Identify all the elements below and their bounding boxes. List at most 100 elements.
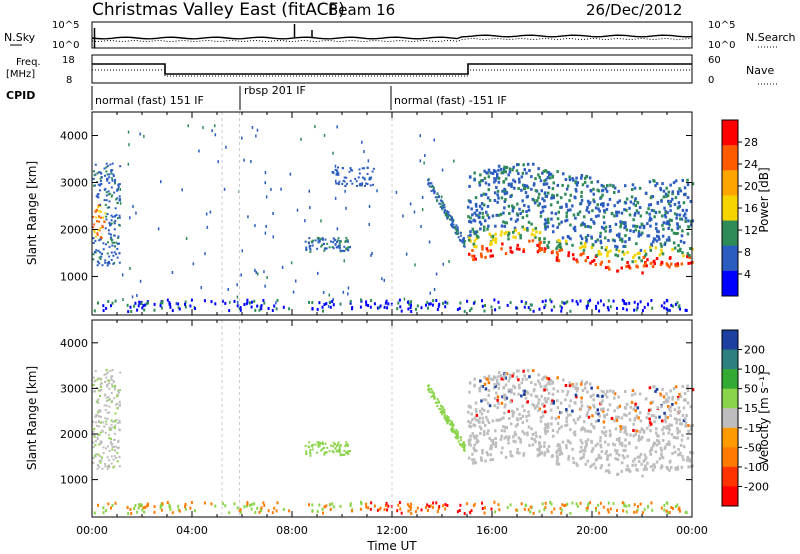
velocity-pixel [583, 420, 586, 424]
power-pixel [370, 176, 373, 179]
velocity-pixel [579, 501, 582, 505]
velocity-pixel [334, 447, 337, 449]
power-pixel [620, 211, 624, 215]
velocity-pixel [399, 507, 402, 511]
power-pixel [435, 299, 438, 302]
power-pixel [345, 206, 347, 210]
velocity-pixel [595, 509, 598, 512]
velocity-pixel [385, 502, 388, 505]
power-pixel [337, 172, 340, 175]
velocity-pixel [672, 445, 676, 449]
power-pixel [97, 196, 100, 199]
velocity-pixel [108, 449, 111, 452]
power-pixel [647, 203, 651, 207]
power-pixel [669, 209, 672, 213]
velocity-pixel [616, 509, 618, 512]
velocity-pixel [505, 396, 508, 400]
velocity-pixel [501, 446, 504, 450]
velocity-pixel [115, 457, 118, 459]
velocity-pixel [527, 413, 531, 417]
velocity-pixel [439, 408, 442, 411]
velocity-pixel [669, 405, 673, 409]
power-pixel [538, 202, 541, 206]
power-pixel [104, 203, 107, 206]
power-pixel [538, 307, 541, 311]
power-pixel [576, 260, 579, 264]
xtick-label: 00:00 [676, 524, 708, 537]
power-pixel [604, 248, 608, 252]
xtick-label: 20:00 [576, 524, 608, 537]
power-pixel [496, 193, 499, 197]
velocity-pixel [662, 432, 665, 436]
velocity-pixel [517, 383, 521, 387]
velocity-pixel [502, 416, 505, 420]
velocity-pixel [143, 510, 146, 514]
power-pixel [468, 220, 471, 223]
power-pixel [526, 227, 529, 230]
velocity-pixel [599, 445, 603, 449]
power-pixel [98, 256, 101, 259]
velocity-pixel [552, 401, 555, 405]
power-pixel [108, 255, 111, 258]
power-pixel [469, 309, 472, 312]
power-pixel [110, 233, 112, 236]
velocity-pixel [451, 425, 454, 428]
velocity-pixel [516, 423, 519, 426]
power-pixel [551, 175, 554, 179]
velocity-pixel [655, 431, 658, 435]
velocity-pixel [635, 429, 639, 433]
power-pixel [587, 202, 591, 206]
velocity-pixel [428, 504, 431, 508]
power-pixel [650, 242, 653, 246]
power-pixel [263, 301, 266, 305]
velocity-pixel [621, 443, 624, 447]
power-pixel [428, 302, 431, 306]
power-pixel [556, 225, 559, 229]
velocity-pixel [653, 465, 656, 469]
power-pixel [115, 213, 118, 216]
velocity-pixel [555, 454, 559, 458]
power-pixel [600, 183, 604, 187]
velocity-pixel [504, 455, 508, 459]
velocity-pixel [509, 503, 512, 507]
power-pixel [550, 300, 553, 304]
power-pixel [335, 182, 338, 185]
velocity-pixel [580, 396, 583, 400]
power-pixel [254, 308, 257, 312]
velocity-pixel [118, 446, 120, 449]
power-pixel [651, 265, 655, 269]
power-pixel [597, 214, 600, 218]
power-pixel [128, 143, 130, 147]
velocity-pixel [532, 404, 536, 408]
velocity-pixel [676, 467, 680, 471]
velocity-pixel [482, 398, 486, 402]
velocity-pixel [468, 405, 472, 409]
power-pixel [624, 201, 628, 205]
power-pixel [521, 225, 524, 229]
velocity-pixel [110, 392, 113, 395]
velocity-pixel [117, 391, 120, 394]
power-pixel [541, 300, 544, 304]
power-pixel [507, 182, 511, 186]
power-pixel [102, 216, 105, 219]
velocity-pixel [564, 384, 568, 387]
velocity-pixel [493, 404, 497, 408]
velocity-pixel [617, 415, 620, 419]
velocity-pixel [438, 505, 441, 509]
power-pixel [621, 239, 624, 243]
velocity-pixel [494, 437, 497, 440]
power-ytick-label: 1000 [60, 270, 88, 283]
power-pixel [118, 214, 121, 217]
power-pixel [602, 204, 605, 208]
power-pixel [593, 200, 596, 204]
velocity-pixel [571, 501, 574, 505]
velocity-pixel [114, 449, 117, 452]
power-pixel [580, 174, 584, 177]
power-pixel [134, 301, 137, 305]
velocity-pixel [511, 414, 515, 418]
power-pixel [481, 179, 484, 182]
velocity-pixel [686, 388, 690, 392]
velocity-pixel [531, 403, 534, 407]
power-pixel [632, 218, 635, 222]
